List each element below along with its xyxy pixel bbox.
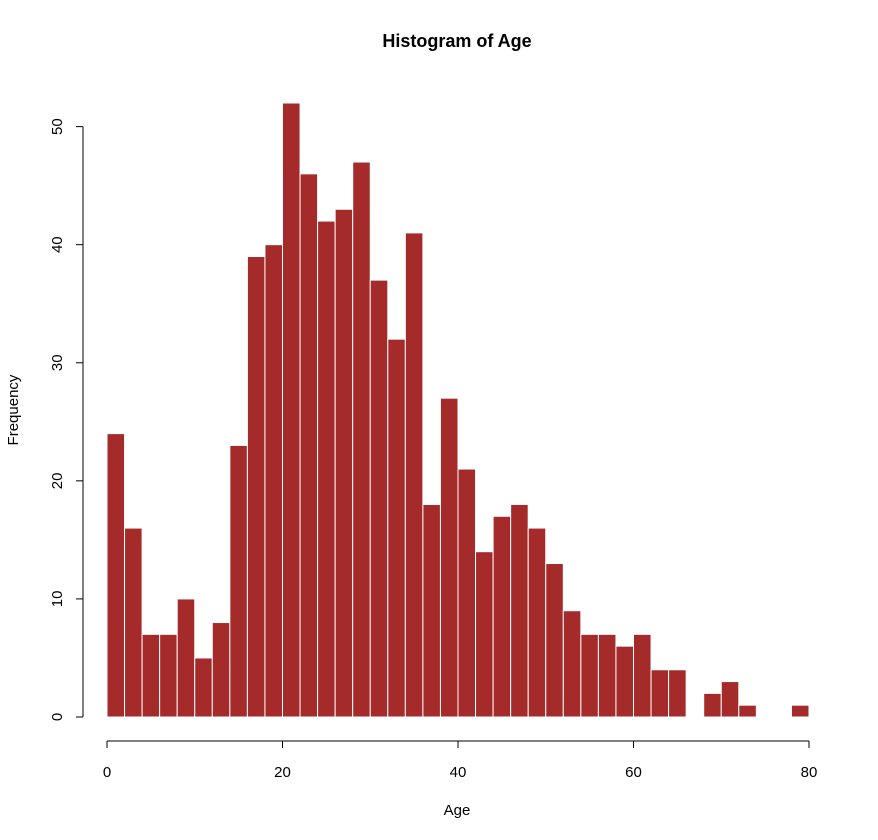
- x-tick-label: 80: [801, 764, 818, 781]
- histogram-bar-68-70: [703, 692, 722, 718]
- histogram-bar-24-26: [317, 220, 336, 718]
- y-axis-label: Frequency: [5, 374, 22, 445]
- histogram-bar-38-40: [439, 397, 459, 718]
- histogram-bar-52-54: [562, 610, 582, 718]
- y-axis: 0 10 20 30 40 50: [49, 118, 84, 721]
- x-tick-label: 40: [450, 764, 467, 781]
- y-tick-label: 20: [49, 473, 66, 490]
- histogram-bar-18-20: [264, 244, 284, 718]
- histogram-bar-62-64: [650, 669, 670, 718]
- histogram-bar-8-10: [176, 598, 196, 718]
- histogram-bar-58-60: [615, 645, 635, 718]
- y-tick-label: 10: [49, 591, 66, 608]
- x-tick-label: 60: [625, 764, 642, 781]
- histogram-bar-20-22: [282, 102, 301, 718]
- y-tick-label: 0: [49, 713, 66, 721]
- histogram-bar-16-18: [246, 256, 266, 718]
- x-axis-label: Age: [444, 802, 471, 819]
- x-tick-label: 20: [274, 764, 291, 781]
- histogram-bar-36-38: [422, 503, 441, 718]
- histogram-bar-50-52: [545, 563, 564, 718]
- x-tick-label: 0: [103, 764, 111, 781]
- histogram-bar-64-66: [668, 669, 687, 718]
- histogram-bar-60-62: [633, 633, 652, 718]
- histogram-bar-32-34: [387, 338, 406, 718]
- y-tick-label: 40: [49, 236, 66, 253]
- bars-group: [106, 102, 810, 718]
- histogram-bar-4-6: [141, 633, 161, 718]
- histogram-bar-40-42: [457, 468, 477, 718]
- histogram-bar-28-30: [352, 161, 371, 718]
- histogram-bar-26-28: [334, 208, 354, 718]
- histogram-bar-2-4: [124, 527, 143, 718]
- histogram-bar-22-24: [299, 173, 319, 718]
- chart-title: Histogram of Age: [382, 31, 531, 51]
- histogram-bar-56-58: [597, 633, 617, 718]
- y-tick-label: 50: [49, 118, 66, 135]
- histogram-bar-30-32: [369, 279, 389, 718]
- histogram-bar-14-16: [229, 444, 248, 718]
- histogram-bar-46-48: [510, 503, 529, 718]
- histogram-bar-6-8: [159, 633, 178, 718]
- histogram-bar-34-36: [404, 232, 424, 718]
- histogram-bar-54-56: [580, 633, 599, 718]
- histogram-bar-42-44: [475, 551, 494, 718]
- y-tick-label: 30: [49, 354, 66, 371]
- histogram-bar-72-74: [738, 704, 757, 718]
- histogram-bar-44-46: [492, 515, 512, 718]
- histogram-bar-0-2: [106, 433, 126, 718]
- histogram-bar-12-14: [211, 622, 231, 718]
- histogram-bar-48-50: [527, 527, 547, 718]
- histogram-bar-70-72: [720, 681, 740, 718]
- histogram-bar-78-80: [790, 704, 810, 718]
- histogram-bar-10-12: [194, 657, 213, 718]
- x-axis: 0 20 40 60 80: [103, 740, 818, 781]
